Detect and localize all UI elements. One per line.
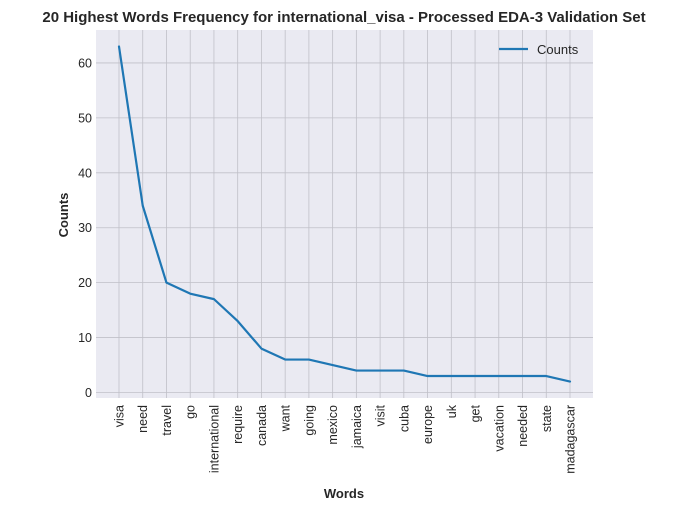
x-tick-label-going: going	[302, 405, 316, 436]
x-tick-label-canada: canada	[255, 405, 269, 446]
y-axis-label: Counts	[56, 193, 71, 238]
x-tick-label-europe: europe	[421, 405, 435, 444]
legend-label: Counts	[537, 42, 579, 57]
x-tick-label-want: want	[279, 404, 293, 432]
series-line-counts	[117, 45, 572, 383]
y-tick-label: 20	[78, 276, 92, 290]
legend: Counts	[499, 42, 579, 57]
chart-title: 20 Highest Words Frequency for internati…	[42, 9, 645, 26]
x-tick-labels: visa need travel go international require cana…	[113, 404, 578, 474]
x-tick-label-mexico: mexico	[326, 405, 340, 445]
y-tick-label: 50	[78, 111, 92, 125]
x-tick-label-vacation: vacation	[492, 405, 506, 452]
x-tick-label-visa: visa	[113, 405, 127, 427]
x-tick-label-get: get	[469, 404, 483, 422]
x-tick-label-uk: uk	[445, 404, 459, 418]
x-tick-label-need: need	[136, 405, 150, 433]
x-tick-label-cuba: cuba	[397, 405, 411, 432]
x-tick-label-go: go	[184, 405, 198, 419]
y-tick-label: 0	[85, 386, 92, 400]
x-tick-label-jamaica: jamaica	[350, 405, 364, 449]
x-tick-label-international: international	[207, 405, 221, 473]
x-tick-label-state: state	[540, 405, 554, 432]
x-tick-label-travel: travel	[160, 405, 174, 436]
y-tick-label: 40	[78, 166, 92, 180]
x-tick-label-visit: visit	[374, 404, 388, 426]
y-tick-label: 60	[78, 56, 92, 70]
x-tick-label-madagascar: madagascar	[564, 405, 578, 474]
x-tick-label-require: require	[231, 405, 245, 444]
grid	[96, 30, 593, 398]
y-tick-label: 10	[78, 331, 92, 345]
x-tick-label-needed: needed	[516, 405, 530, 447]
plot-area	[96, 30, 593, 398]
x-axis-label: Words	[324, 486, 364, 501]
y-tick-labels: 0 10 20 30 40 50 60	[78, 56, 92, 400]
y-tick-label: 30	[78, 221, 92, 235]
